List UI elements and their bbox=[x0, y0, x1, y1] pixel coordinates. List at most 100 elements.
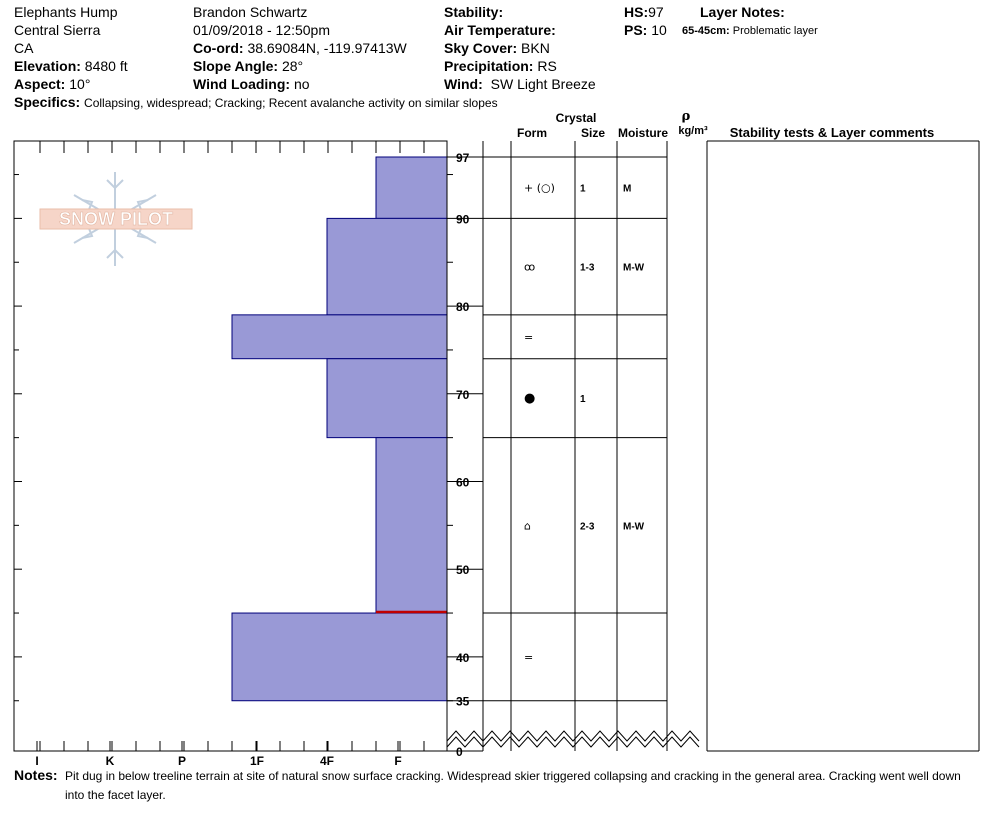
wind-loading-label: Wind Loading: bbox=[193, 76, 291, 92]
notes-text: Pit dug in below treeline terrain at sit… bbox=[65, 767, 961, 805]
ps-field: PS: 10 bbox=[624, 21, 667, 39]
notes-label: Notes: bbox=[14, 767, 58, 783]
hardness-layer-bar bbox=[231, 314, 448, 360]
slope-angle-field: Slope Angle: 28° bbox=[193, 57, 303, 75]
state-name: CA bbox=[14, 40, 34, 56]
crystal-size-value: 1-3 bbox=[580, 263, 595, 274]
axis-break-lower bbox=[446, 736, 700, 748]
moisture-value: M bbox=[623, 184, 631, 195]
layer-note: 65-45cm: Problematic layer bbox=[682, 22, 818, 40]
crystal-form-symbol: = bbox=[524, 331, 533, 344]
depth-tick-label: 60 bbox=[456, 475, 470, 489]
hardness-layer-bar bbox=[326, 358, 448, 439]
slope-angle-value: 28° bbox=[281, 58, 304, 74]
snowpilot-logo: SNOW PILOT bbox=[39, 172, 193, 266]
crystal-size-value: 1 bbox=[580, 394, 586, 405]
hardness-layer-bar bbox=[375, 156, 448, 219]
region-name: Central Sierra bbox=[14, 22, 101, 38]
notes-line-2: into the facet layer. bbox=[65, 788, 166, 802]
moisture-value: M-W bbox=[623, 521, 645, 532]
specifics-text: Collapsing, widespread; Cracking; Recent… bbox=[84, 96, 498, 110]
moisture-value: M-W bbox=[623, 263, 645, 274]
slope-angle-label: Slope Angle: bbox=[193, 58, 279, 74]
precipitation-label: Precipitation: bbox=[444, 58, 534, 74]
observation-datetime: 01/09/2018 - 12:50pm bbox=[193, 22, 330, 38]
hardness-layer-bar bbox=[326, 217, 448, 316]
hardness-layer-bars bbox=[231, 156, 448, 702]
hardness-tick-label: 1F bbox=[250, 754, 264, 768]
hardness-tick-label: P bbox=[178, 754, 186, 768]
sky-cover-field: Sky Cover: BKN bbox=[444, 39, 550, 57]
wind-loading-value: no bbox=[293, 76, 310, 92]
precipitation-field: Precipitation: RS bbox=[444, 57, 557, 75]
elevation-label: Elevation: bbox=[14, 58, 81, 74]
hardness-tick-label: K bbox=[106, 754, 115, 768]
aspect-label: Aspect: bbox=[14, 76, 66, 92]
depth-tick-label: 70 bbox=[456, 388, 470, 402]
observer-name: Brandon Schwartz bbox=[193, 4, 308, 20]
hardness-tick-label: 4F bbox=[320, 754, 334, 768]
moisture-header: Moisture bbox=[618, 126, 668, 140]
coordinates-label: Co-ord: bbox=[193, 40, 244, 56]
axis-break-upper bbox=[446, 730, 700, 742]
crystal-form-symbol: ⌂ bbox=[524, 519, 531, 532]
density-symbol: ρ bbox=[682, 109, 691, 124]
depth-tick-label: 35 bbox=[456, 695, 470, 709]
left-depth-ticks bbox=[14, 174, 22, 702]
specifics-field: Specifics: Collapsing, widespread; Crack… bbox=[14, 93, 498, 112]
logo-banner bbox=[39, 208, 193, 230]
sky-cover-label: Sky Cover: bbox=[444, 40, 518, 56]
notes-line-1: Pit dug in below treeline terrain at sit… bbox=[65, 769, 961, 783]
layer-notes-label: Layer Notes: bbox=[700, 4, 785, 20]
air-temperature-field: Air Temperature: bbox=[444, 21, 556, 39]
hs-label: HS: bbox=[624, 4, 649, 20]
location-name: Elephants Hump bbox=[14, 4, 118, 20]
comments-header: Stability tests & Layer comments bbox=[730, 125, 934, 140]
layer-table: + (○) 1 Mꝏ 1-3 M-W = ● 1 ⌂ 2-3 M-W = bbox=[446, 140, 980, 752]
wind-value: SW Light Breeze bbox=[490, 76, 596, 92]
size-header: Size bbox=[581, 126, 605, 140]
hardness-top-ticks bbox=[39, 141, 425, 751]
layer-note-text: Problematic layer bbox=[732, 25, 818, 37]
depth-tick-label: 90 bbox=[456, 212, 470, 226]
depth-axis: 97 90 80 70 60 50 40 35 0 bbox=[446, 141, 483, 759]
depth-tick-label: 97 bbox=[456, 151, 470, 165]
depth-tick-label: 0 bbox=[456, 745, 463, 759]
hardness-axis: I K P 1F 4F F bbox=[35, 741, 402, 768]
hs-field: HS:97 bbox=[624, 3, 664, 21]
wind-label: Wind: bbox=[444, 76, 483, 92]
aspect-field: Aspect: 10° bbox=[14, 75, 90, 93]
density-unit: kg/m³ bbox=[678, 125, 708, 137]
wind-field: Wind: SW Light Breeze bbox=[444, 75, 596, 93]
depth-tick-label: 40 bbox=[456, 651, 470, 665]
depth-tick-label: 80 bbox=[456, 300, 470, 314]
elevation-value: 8480 ft bbox=[84, 58, 128, 74]
crystal-size-value: 2-3 bbox=[580, 521, 595, 532]
stability-field: Stability: bbox=[444, 3, 503, 21]
notes-field: Notes: bbox=[14, 766, 58, 784]
hs-value: 97 bbox=[648, 4, 664, 20]
crystal-form-symbol: ● bbox=[524, 391, 535, 406]
hardness-layer-bar bbox=[231, 612, 448, 702]
air-temperature-label: Air Temperature: bbox=[444, 22, 556, 38]
hardness-tick-label: I bbox=[35, 754, 38, 768]
aspect-value: 10° bbox=[69, 76, 91, 92]
layer-notes-heading: Layer Notes: bbox=[700, 3, 785, 21]
depth-tick-label: 50 bbox=[456, 563, 470, 577]
ps-label: PS: bbox=[624, 22, 648, 38]
logo-text: SNOW PILOT bbox=[59, 209, 173, 229]
sky-cover-value: BKN bbox=[521, 40, 550, 56]
hardness-tick-label: F bbox=[394, 754, 401, 768]
crystal-form-symbol: = bbox=[524, 651, 533, 664]
form-header: Form bbox=[517, 126, 547, 140]
crystal-size-value: 1 bbox=[580, 184, 586, 195]
coordinates-field: Co-ord: 38.69084N, -119.97413W bbox=[193, 39, 407, 57]
stability-label: Stability: bbox=[444, 4, 504, 20]
specifics-label: Specifics: bbox=[14, 94, 81, 110]
elevation-field: Elevation: 8480 ft bbox=[14, 57, 128, 75]
crystal-form-symbol: ꝏ bbox=[524, 261, 535, 274]
wind-loading-field: Wind Loading: no bbox=[193, 75, 310, 93]
crystal-form-symbol: + (○) bbox=[524, 182, 555, 195]
crystal-header: Crystal bbox=[556, 111, 597, 125]
